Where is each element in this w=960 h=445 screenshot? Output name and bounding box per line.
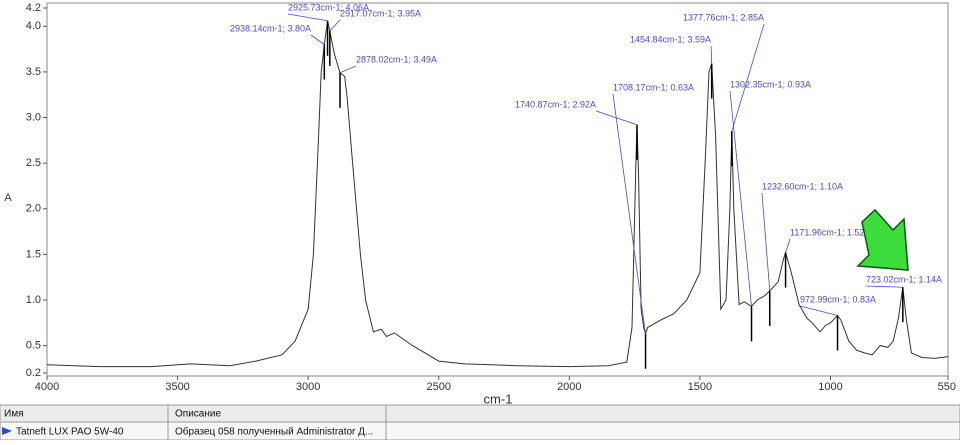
x-tick-label: 1000 [818,381,842,393]
table-cell: Tatneft LUX PAO 5W-40 [16,427,124,438]
y-tick-label: 4.2 [26,2,41,14]
y-tick-label: 0.5 [26,340,41,352]
annotation-label: 1171.96cm-1; 1.52A [790,227,870,237]
annotation-label: 1377.76cm-1; 2.85A [683,12,764,22]
annotation-leader [729,90,752,307]
x-tick-label: 2000 [557,381,581,393]
annotation-label: 1454.84cm-1; 3.59A [630,34,711,44]
x-tick-label: 3500 [165,381,189,393]
y-tick-label: 3.0 [26,111,41,123]
x-axis-label: cm-1 [484,391,513,406]
annotation-leader [785,238,791,253]
table-header [0,404,960,423]
y-tick-label: 0.2 [26,367,41,379]
annotation-leader [595,110,638,126]
annotation-leader [287,13,328,22]
header-cell: Описание [175,409,221,420]
annotation-label: 2938.14cm-1; 3.80A [230,23,311,33]
annotation-leader [710,45,713,64]
y-tick-label: 2.5 [26,157,41,169]
y-tick-label: 3.5 [26,66,41,78]
x-tick-label: 4000 [35,381,59,393]
annotation-label: 1302.35cm-1; 0.93A [730,79,811,89]
header-cell: Имя [4,409,23,420]
x-tick-label: 1500 [688,381,712,393]
annotation-label: 972.99cm-1; 0.83A [800,294,876,304]
green-arrow [856,208,909,271]
x-tick-label: 2500 [426,381,450,393]
plot-frame [46,2,949,377]
y-tick-label: 2.0 [26,203,41,215]
annotation-label: 2917.07cm-1; 3.95A [340,8,421,18]
annotation-leader [310,34,325,45]
annotation-label: 1708.17cm-1; 0.63A [613,82,694,92]
annotation-label: 723.02cm-1; 1.14A [866,274,942,284]
annotation-leader [612,93,646,334]
x-tick-label: 550 [938,381,956,393]
plot: 4.2 4.0 3.5 3.0 2.5 2.0 1.5 1.0 0.5 0.2 4000 3500 30… [26,2,956,393]
table: Имя Описание Tatneft LUX PAO 5W-40 Образ… [0,404,960,441]
annotation-leader [761,192,771,291]
annotation-leader [339,65,357,74]
y-axis-label: A [4,192,12,204]
row-icon [2,427,12,435]
y-tick-label: 4.0 [26,20,41,32]
annotation-label: 2925.73cm-1; 4.06A [288,2,369,12]
table-cell: Образец 058 полученный Administrator Д..… [175,426,373,438]
annotation-leader [799,305,838,316]
annotation-leader [329,19,341,32]
annotation-leader [731,23,765,132]
annotation-label: 1232.60cm-1; 1.10A [762,181,843,191]
annotation-label: 2878.02cm-1; 3.49A [356,54,437,64]
table-row[interactable] [0,421,960,441]
annotation-label: 1740.87cm-1; 2.92A [515,99,596,109]
y-tick-label: 1.5 [26,248,41,260]
y-tick-label: 1.0 [26,294,41,306]
annotation-leader [865,285,903,288]
x-tick-label: 3000 [296,381,320,393]
